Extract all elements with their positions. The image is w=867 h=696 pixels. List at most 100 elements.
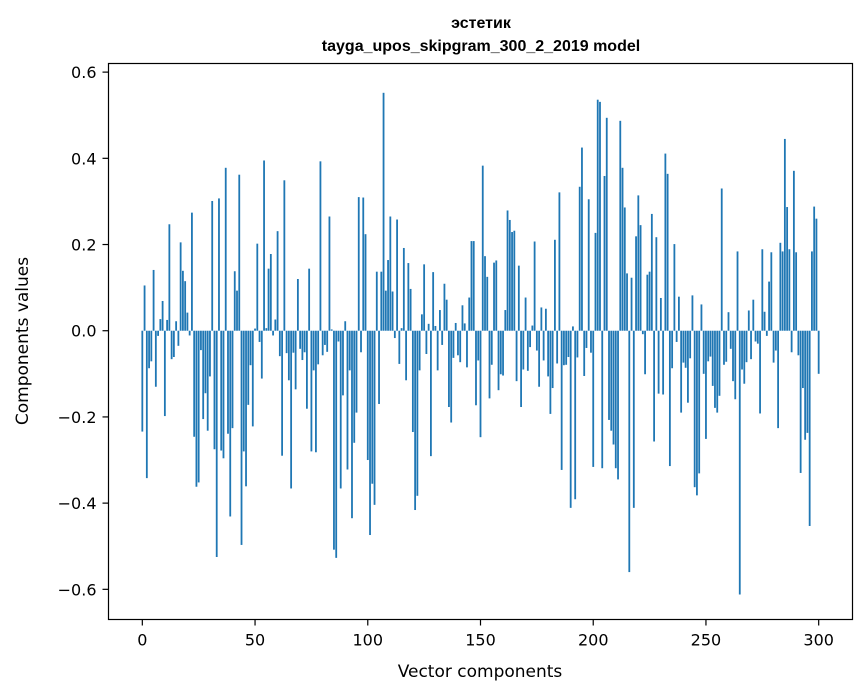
bar xyxy=(272,330,274,336)
bar xyxy=(729,330,732,349)
bar xyxy=(752,299,755,331)
bar xyxy=(508,219,511,331)
bar xyxy=(515,330,518,382)
bar xyxy=(777,330,779,429)
bar xyxy=(526,330,529,371)
bar xyxy=(188,330,191,336)
bar xyxy=(355,330,358,413)
bar xyxy=(675,330,678,342)
bar xyxy=(220,330,223,451)
bar xyxy=(405,330,407,381)
bar xyxy=(813,206,816,331)
bar xyxy=(380,271,383,331)
y-tick-label: 0.2 xyxy=(71,236,96,255)
bar xyxy=(535,330,538,351)
bar xyxy=(292,330,295,353)
bar xyxy=(630,277,633,331)
bar xyxy=(321,330,324,356)
bar xyxy=(303,330,306,353)
bar xyxy=(511,232,513,331)
bar xyxy=(177,330,180,346)
bar xyxy=(251,330,254,427)
y-tick-label: −0.4 xyxy=(58,494,97,513)
bar xyxy=(680,330,683,413)
bar xyxy=(567,330,570,358)
bar xyxy=(348,330,351,371)
bar xyxy=(817,330,820,374)
bar xyxy=(608,330,610,420)
bar xyxy=(448,330,450,408)
bar xyxy=(774,330,777,351)
bar xyxy=(209,330,211,377)
bar xyxy=(337,330,340,342)
bar xyxy=(274,319,277,331)
bar xyxy=(581,147,583,331)
bar xyxy=(486,276,489,331)
bar xyxy=(339,330,342,489)
bar xyxy=(281,330,283,456)
bar xyxy=(351,330,353,519)
plot-frame xyxy=(107,62,854,621)
bar xyxy=(258,330,261,342)
bar xyxy=(783,138,786,331)
bar xyxy=(621,167,624,331)
bar xyxy=(617,330,619,480)
bar xyxy=(759,330,761,414)
bar xyxy=(335,330,338,558)
bar xyxy=(461,305,464,331)
bar xyxy=(346,330,349,470)
bar xyxy=(714,330,716,408)
bar xyxy=(756,330,759,344)
bar xyxy=(267,268,270,331)
bar xyxy=(795,252,798,331)
bar xyxy=(725,330,728,362)
bar xyxy=(662,330,665,395)
bar xyxy=(475,330,477,406)
bar xyxy=(599,101,601,331)
bar xyxy=(799,330,802,473)
bar xyxy=(195,330,198,487)
bar xyxy=(802,330,804,389)
bar xyxy=(369,330,371,536)
bar xyxy=(278,330,281,357)
bar xyxy=(711,330,714,386)
bar xyxy=(765,330,768,336)
bar xyxy=(398,330,401,364)
bar xyxy=(366,330,369,461)
bar xyxy=(644,330,646,375)
bar xyxy=(375,271,378,331)
bar xyxy=(626,273,628,331)
bar xyxy=(781,251,784,331)
bar xyxy=(427,323,430,331)
y-tick-label: 0.0 xyxy=(71,322,96,341)
bar xyxy=(333,330,335,550)
bar xyxy=(193,330,196,437)
bar xyxy=(191,212,193,331)
x-tick-label: 0 xyxy=(137,631,147,650)
bar xyxy=(635,236,637,331)
bar xyxy=(436,330,439,371)
bar xyxy=(572,326,574,331)
bar xyxy=(673,244,676,331)
bar xyxy=(705,330,707,439)
bar xyxy=(240,330,243,545)
bar xyxy=(542,330,545,361)
bar xyxy=(734,330,737,400)
bar xyxy=(362,197,365,331)
bar xyxy=(378,330,380,404)
bar xyxy=(222,330,225,459)
bar xyxy=(549,330,552,414)
bar xyxy=(148,330,150,369)
bar xyxy=(434,325,437,331)
bar xyxy=(294,330,297,390)
bar xyxy=(245,330,247,487)
x-tick-label: 50 xyxy=(245,631,265,650)
bar xyxy=(170,330,173,360)
bar xyxy=(646,274,649,331)
y-axis-label: Components values xyxy=(13,257,33,425)
bar xyxy=(306,330,308,409)
bar xyxy=(215,330,218,557)
bar xyxy=(254,328,256,331)
bar xyxy=(175,321,178,331)
bar xyxy=(754,330,757,342)
